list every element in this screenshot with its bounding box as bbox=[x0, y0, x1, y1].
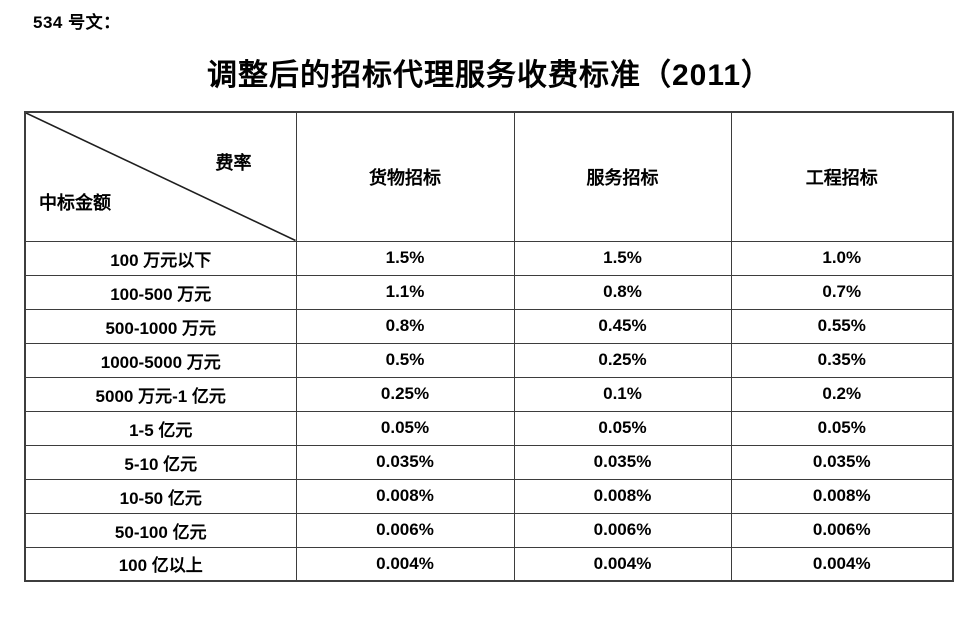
fee-cell: 0.006% bbox=[295, 512, 515, 548]
row-label: 100-500 万元 bbox=[24, 274, 297, 310]
fee-cell: 0.05% bbox=[295, 410, 515, 446]
fee-cell: 0.8% bbox=[295, 308, 515, 344]
row-label: 1000-5000 万元 bbox=[24, 342, 297, 378]
row-label: 100 亿以上 bbox=[24, 546, 297, 582]
fee-cell: 0.006% bbox=[730, 512, 954, 548]
column-header-goods-bidding: 货物招标 bbox=[295, 111, 515, 242]
fee-cell: 0.35% bbox=[730, 342, 954, 378]
fee-cell: 0.05% bbox=[730, 410, 954, 446]
fee-cell: 0.035% bbox=[513, 444, 732, 480]
row-label: 500-1000 万元 bbox=[24, 308, 297, 344]
fee-cell: 0.004% bbox=[730, 546, 954, 582]
header-row: 费率 中标金额 货物招标 服务招标 工程招标 bbox=[24, 111, 954, 242]
fee-cell: 0.004% bbox=[295, 546, 515, 582]
row-label: 10-50 亿元 bbox=[24, 478, 297, 514]
fee-cell: 0.008% bbox=[730, 478, 954, 514]
fee-cell: 0.1% bbox=[513, 376, 732, 412]
corner-bid-amount-label: 中标金额 bbox=[39, 192, 111, 213]
fee-cell: 0.035% bbox=[730, 444, 954, 480]
table-row: 5000 万元-1 亿元 0.25% 0.1% 0.2% bbox=[24, 376, 954, 412]
column-header-engineering-bidding: 工程招标 bbox=[730, 111, 954, 242]
corner-cell: 费率 中标金额 bbox=[24, 111, 297, 242]
doc-number: 534 号文： bbox=[33, 13, 121, 32]
table-row: 5-10 亿元 0.035% 0.035% 0.035% bbox=[24, 444, 954, 480]
row-label: 50-100 亿元 bbox=[24, 512, 297, 548]
fee-cell: 1.1% bbox=[295, 274, 515, 310]
fee-cell: 0.25% bbox=[295, 376, 515, 412]
table-row: 100 万元以下 1.5% 1.5% 1.0% bbox=[24, 240, 954, 276]
fee-cell: 0.45% bbox=[513, 308, 732, 344]
table-row: 1000-5000 万元 0.5% 0.25% 0.35% bbox=[24, 342, 954, 378]
table-row: 100 亿以上 0.004% 0.004% 0.004% bbox=[24, 546, 954, 582]
fee-cell: 0.5% bbox=[295, 342, 515, 378]
table-row: 10-50 亿元 0.008% 0.008% 0.008% bbox=[24, 478, 954, 514]
diagonal-line-icon bbox=[26, 113, 296, 241]
fee-cell: 0.035% bbox=[295, 444, 515, 480]
fee-cell: 0.05% bbox=[513, 410, 732, 446]
fee-cell: 0.55% bbox=[730, 308, 954, 344]
table-row: 1-5 亿元 0.05% 0.05% 0.05% bbox=[24, 410, 954, 446]
page-title: 调整后的招标代理服务收费标准（2011） bbox=[206, 59, 773, 92]
fee-cell: 0.8% bbox=[513, 274, 732, 310]
row-label: 100 万元以下 bbox=[24, 240, 297, 276]
row-label: 1-5 亿元 bbox=[24, 410, 297, 446]
fee-cell: 1.5% bbox=[295, 240, 515, 276]
fee-cell: 0.008% bbox=[513, 478, 732, 514]
table-row: 500-1000 万元 0.8% 0.45% 0.55% bbox=[24, 308, 954, 344]
table-row: 100-500 万元 1.1% 0.8% 0.7% bbox=[24, 274, 954, 310]
fee-cell: 0.7% bbox=[730, 274, 954, 310]
row-label: 5000 万元-1 亿元 bbox=[24, 376, 297, 412]
fee-cell: 0.008% bbox=[295, 478, 515, 514]
column-header-service-bidding: 服务招标 bbox=[513, 111, 732, 242]
fee-cell: 0.2% bbox=[730, 376, 954, 412]
fee-cell: 1.5% bbox=[513, 240, 732, 276]
fee-cell: 0.004% bbox=[513, 546, 732, 582]
fee-standard-table: 费率 中标金额 货物招标 服务招标 工程招标 100 万元以下 1.5% 1.5… bbox=[24, 111, 954, 582]
fee-cell: 0.25% bbox=[513, 342, 732, 378]
fee-cell: 1.0% bbox=[730, 240, 954, 276]
row-label: 5-10 亿元 bbox=[24, 444, 297, 480]
table-row: 50-100 亿元 0.006% 0.006% 0.006% bbox=[24, 512, 954, 548]
fee-cell: 0.006% bbox=[513, 512, 732, 548]
corner-fee-rate-label: 费率 bbox=[215, 153, 252, 173]
